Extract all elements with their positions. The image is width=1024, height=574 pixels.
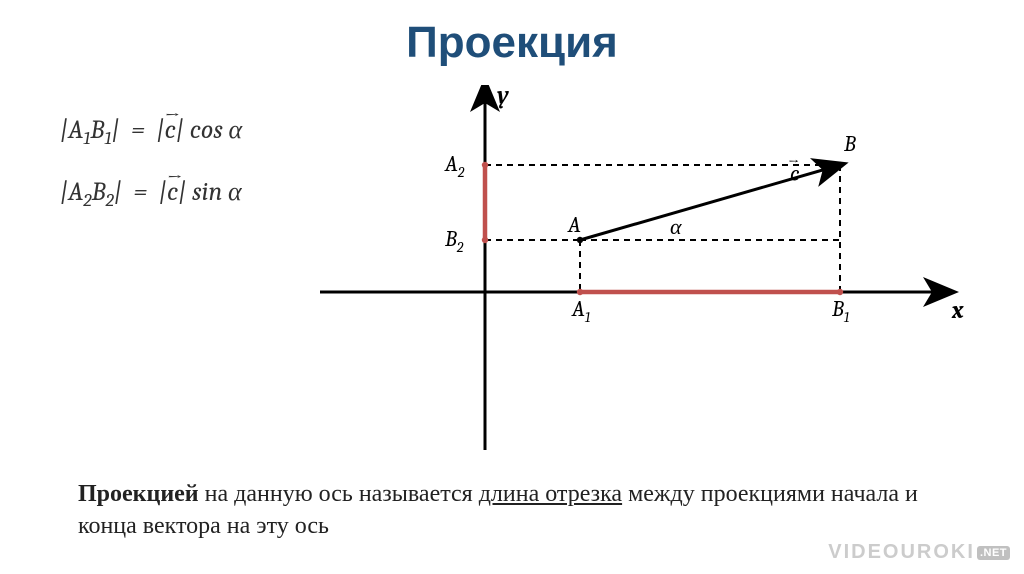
svg-text:A: A: [567, 212, 581, 238]
watermark: VIDEOUROKI.NET: [828, 541, 1010, 564]
formula-2: |A2B2| = |c| sin α: [60, 177, 242, 211]
svg-text:x: x: [951, 296, 964, 324]
watermark-text: VIDEOUROKI: [828, 541, 975, 563]
page-title: Проекция: [0, 0, 1024, 68]
caption-mid: на данную ось называется: [199, 481, 479, 507]
svg-text:→: →: [788, 154, 799, 171]
svg-text:A2: A2: [444, 151, 465, 181]
watermark-suffix: .NET: [977, 546, 1010, 560]
caption-underlined: длина отрезка: [479, 481, 622, 507]
caption-bold: Проекцией: [78, 481, 199, 507]
formulas-block: |A1B1| = |c| cos α |A2B2| = |c| sin α: [60, 115, 242, 239]
svg-text:A1: A1: [571, 296, 591, 326]
formula-1: |A1B1| = |c| cos α: [60, 115, 242, 149]
svg-text:y: y: [496, 85, 509, 109]
svg-text:B1: B1: [831, 296, 850, 326]
svg-text:B2: B2: [444, 226, 464, 256]
svg-text:α: α: [670, 214, 682, 240]
caption-text: Проекцией на данную ось называется длина…: [78, 478, 948, 543]
svg-text:B: B: [843, 131, 856, 157]
projection-diagram: xyc→αABA1B1A2B2: [320, 85, 970, 465]
